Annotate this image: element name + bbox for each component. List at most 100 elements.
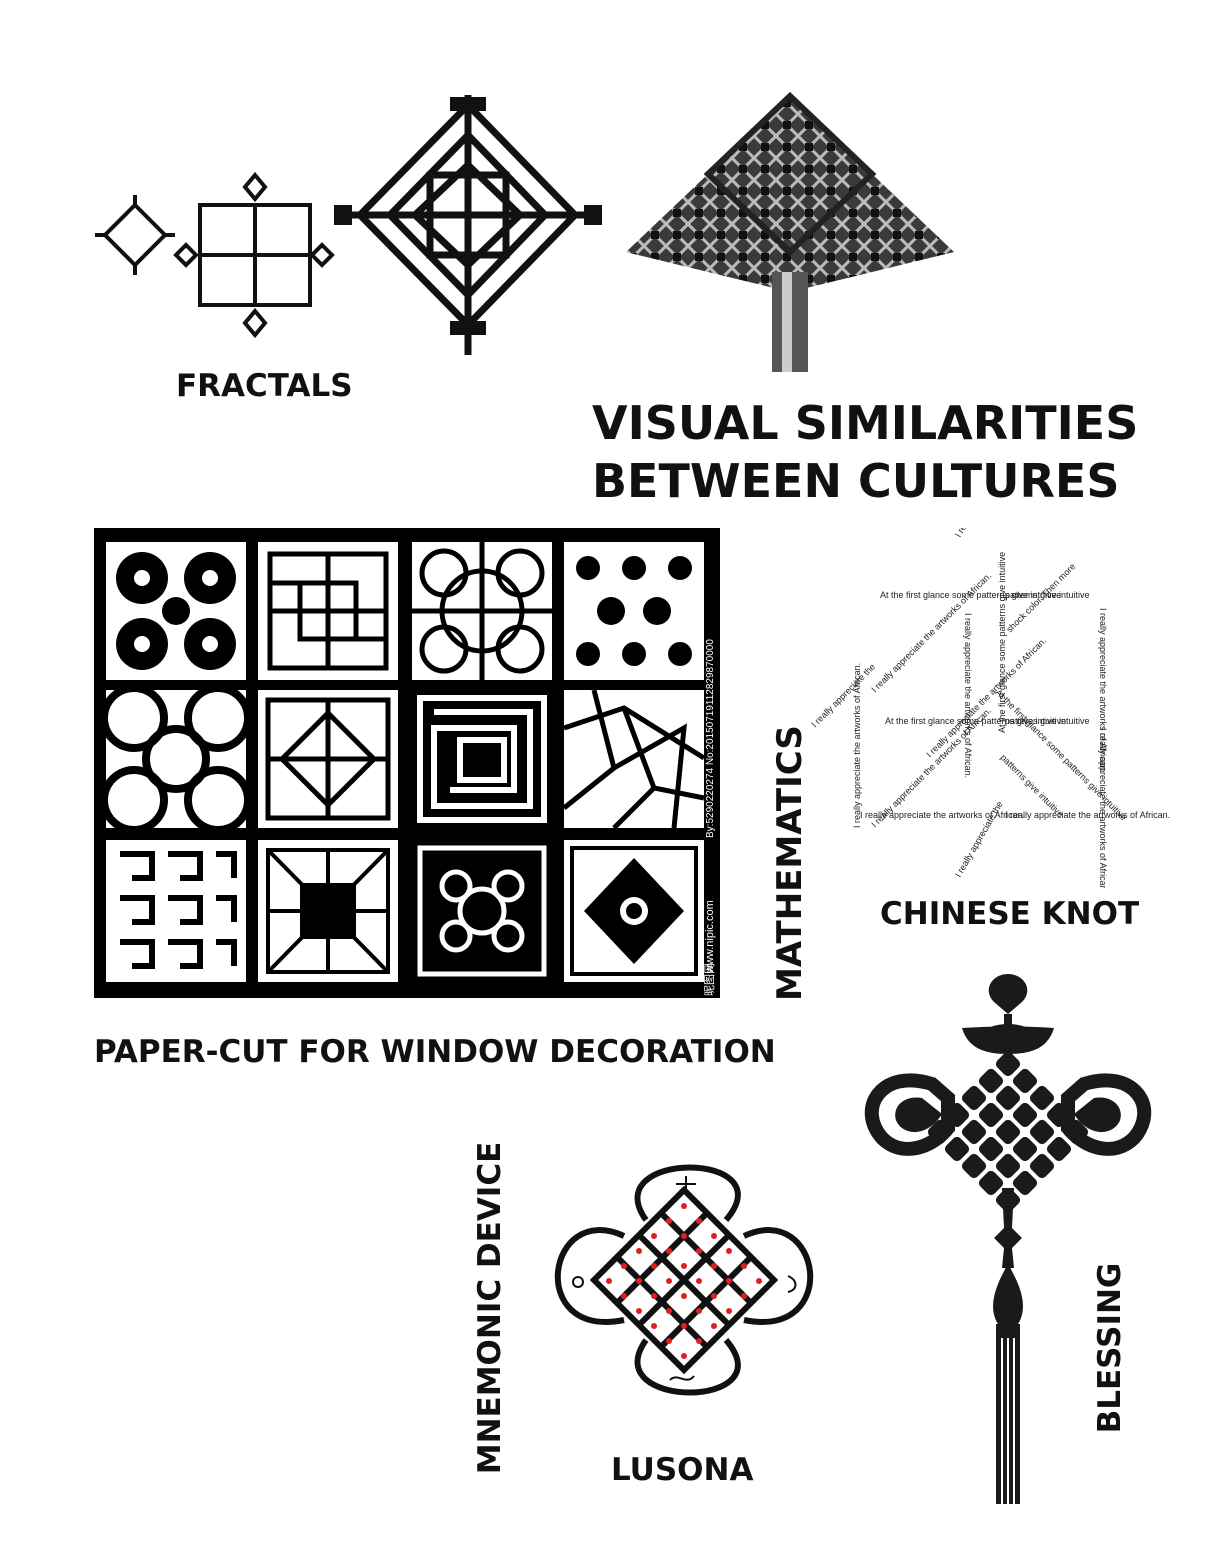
papercut-watermark-id: By:5290220274 No:20150719112829870000: [705, 639, 716, 838]
lusona-dot: [636, 1278, 642, 1284]
lusona-dot: [696, 1308, 702, 1314]
knot-cell: [927, 1119, 953, 1145]
knot-cell: [1063, 1119, 1089, 1145]
lusona-dot: [681, 1233, 687, 1239]
paper-cut-tiles: By:5290220274 No:20150719112829870000 ww…: [100, 542, 716, 996]
knot-phrase-6: I really appreciate the artworks of Afri…: [924, 636, 1048, 760]
fractal-stage-2: [173, 171, 335, 339]
knot-cell: [1029, 1119, 1055, 1145]
knot-cell: [978, 1068, 1004, 1094]
lusona-dot: [696, 1218, 702, 1224]
lusona-dot: [651, 1323, 657, 1329]
knot-cell: [978, 1170, 1004, 1196]
knot-phrase-14: I really appreciate the artworks of Afri…: [1098, 728, 1108, 888]
fractals-label: FRACTALS: [176, 368, 353, 404]
knot-phrase-15: I really appreciate the: [953, 528, 1005, 539]
blessing-label: BLESSING: [1092, 1262, 1128, 1434]
lusona-dot: [726, 1278, 732, 1284]
lusona-dot: [651, 1233, 657, 1239]
lusona-dot: [636, 1308, 642, 1314]
knot-cell: [1046, 1136, 1072, 1162]
knot-cell: [944, 1136, 970, 1162]
papercut-watermark-site: www.nipic.com: [704, 900, 716, 974]
knot-phrase-19: I really appreciate the artworks of Afri…: [860, 810, 1025, 820]
lusona-dot: [741, 1293, 747, 1299]
knot-phrase-17: I really appreciate the artworks of Afri…: [852, 663, 862, 828]
lusona-dot: [666, 1278, 672, 1284]
mathematics-label: MATHEMATICS: [770, 725, 810, 1001]
knot-cell: [978, 1102, 1004, 1128]
knot-cell: [944, 1102, 970, 1128]
lusona-dot: [696, 1338, 702, 1344]
knot-cell: [978, 1136, 1004, 1162]
knot-cell: [1029, 1085, 1055, 1111]
tile-dots: [564, 542, 704, 680]
fractal-stage-1: [95, 195, 175, 275]
lusona-dot: [606, 1278, 612, 1284]
lusona-dot: [696, 1278, 702, 1284]
tile-rings: [100, 684, 252, 834]
knot-cell: [995, 1119, 1021, 1145]
lusona-dot: [651, 1293, 657, 1299]
ethiopian-cross-photo: [626, 92, 954, 372]
knot-phrase-18: I really appreciate the: [810, 661, 877, 729]
tile-medallion: [564, 840, 704, 982]
lusona-dot: [681, 1353, 687, 1359]
lusona-dot: [711, 1263, 717, 1269]
knot-phrase-4: patterns give intuitive: [1005, 716, 1090, 726]
knot-phrase-3: At the first glance some patterns give i…: [885, 716, 1066, 726]
lusona-dot: [681, 1203, 687, 1209]
tile-scroll: [412, 840, 552, 982]
tile-cracked-ice: [562, 689, 706, 830]
lusona-dot: [621, 1263, 627, 1269]
title-line-2: BETWEEN CULTURES: [592, 454, 1120, 508]
knot-phrase-20: I really appreciate the artworks of Afri…: [1005, 810, 1170, 820]
lusona-dot: [666, 1338, 672, 1344]
knot-cell: [1012, 1136, 1038, 1162]
lusona-dot: [681, 1323, 687, 1329]
fractal-sequence-illustration: [95, 95, 602, 355]
knot-cell: [1046, 1102, 1072, 1128]
lusona-dot: [711, 1293, 717, 1299]
paper-cut-label: PAPER-CUT FOR WINDOW DECORATION: [94, 1034, 776, 1070]
fractal-stage-3: [340, 95, 595, 355]
knot-phrase-11: At the first glance some patterns give i…: [997, 552, 1007, 733]
knot-phrase-1: At the first glance some patterns give i…: [880, 590, 1061, 600]
page-title: VISUAL SIMILARITIES BETWEEN CULTURES: [592, 394, 1138, 510]
tile-lattice-1: [258, 542, 398, 680]
lusona-dot: [681, 1263, 687, 1269]
lusona-dot: [726, 1248, 732, 1254]
lusona-illustration: [554, 1164, 814, 1396]
knot-cell: [1012, 1068, 1038, 1094]
knot-cell: [995, 1051, 1021, 1077]
tile-star-lattice: [412, 542, 552, 680]
lusona-dot: [636, 1248, 642, 1254]
tile-key-fret: [106, 840, 246, 982]
knot-grid: [927, 1051, 1089, 1213]
chinese-knot-illustration: [864, 974, 1152, 1504]
knot-cell: [961, 1119, 987, 1145]
knot-cell: [1012, 1102, 1038, 1128]
knot-phrase-2: patterns give intuitive: [1005, 590, 1090, 600]
knot-cell: [1029, 1153, 1055, 1179]
papercut-watermark-cn: 昵图网: [703, 963, 716, 996]
mnemonic-label-box: MNEMONIC DEVICE: [380, 1142, 600, 1475]
lusona-dot: [711, 1323, 717, 1329]
lusona-dot: [696, 1248, 702, 1254]
knot-cell: [961, 1153, 987, 1179]
knot-cell: [995, 1085, 1021, 1111]
chinese-knot-label: CHINESE KNOT: [880, 896, 1140, 932]
lusona-dots: [606, 1203, 762, 1359]
knot-phrase-9: I really appreciate the artworks of Afri…: [1098, 608, 1108, 773]
knot-phrase-10: I really appreciate the artworks of Afri…: [963, 613, 973, 778]
blessing-label-box: BLESSING: [1050, 1263, 1170, 1434]
lusona-dot: [621, 1293, 627, 1299]
lusona-dot: [666, 1308, 672, 1314]
lusona-label: LUSONA: [611, 1452, 754, 1488]
lusona-dot: [666, 1248, 672, 1254]
title-line-1: VISUAL SIMILARITIES: [592, 396, 1139, 450]
tile-lattice-2: [258, 690, 398, 828]
knot-cell: [961, 1085, 987, 1111]
paper-cut-panel: By:5290220274 No:20150719112829870000 ww…: [94, 528, 720, 998]
lusona-dot: [741, 1263, 747, 1269]
